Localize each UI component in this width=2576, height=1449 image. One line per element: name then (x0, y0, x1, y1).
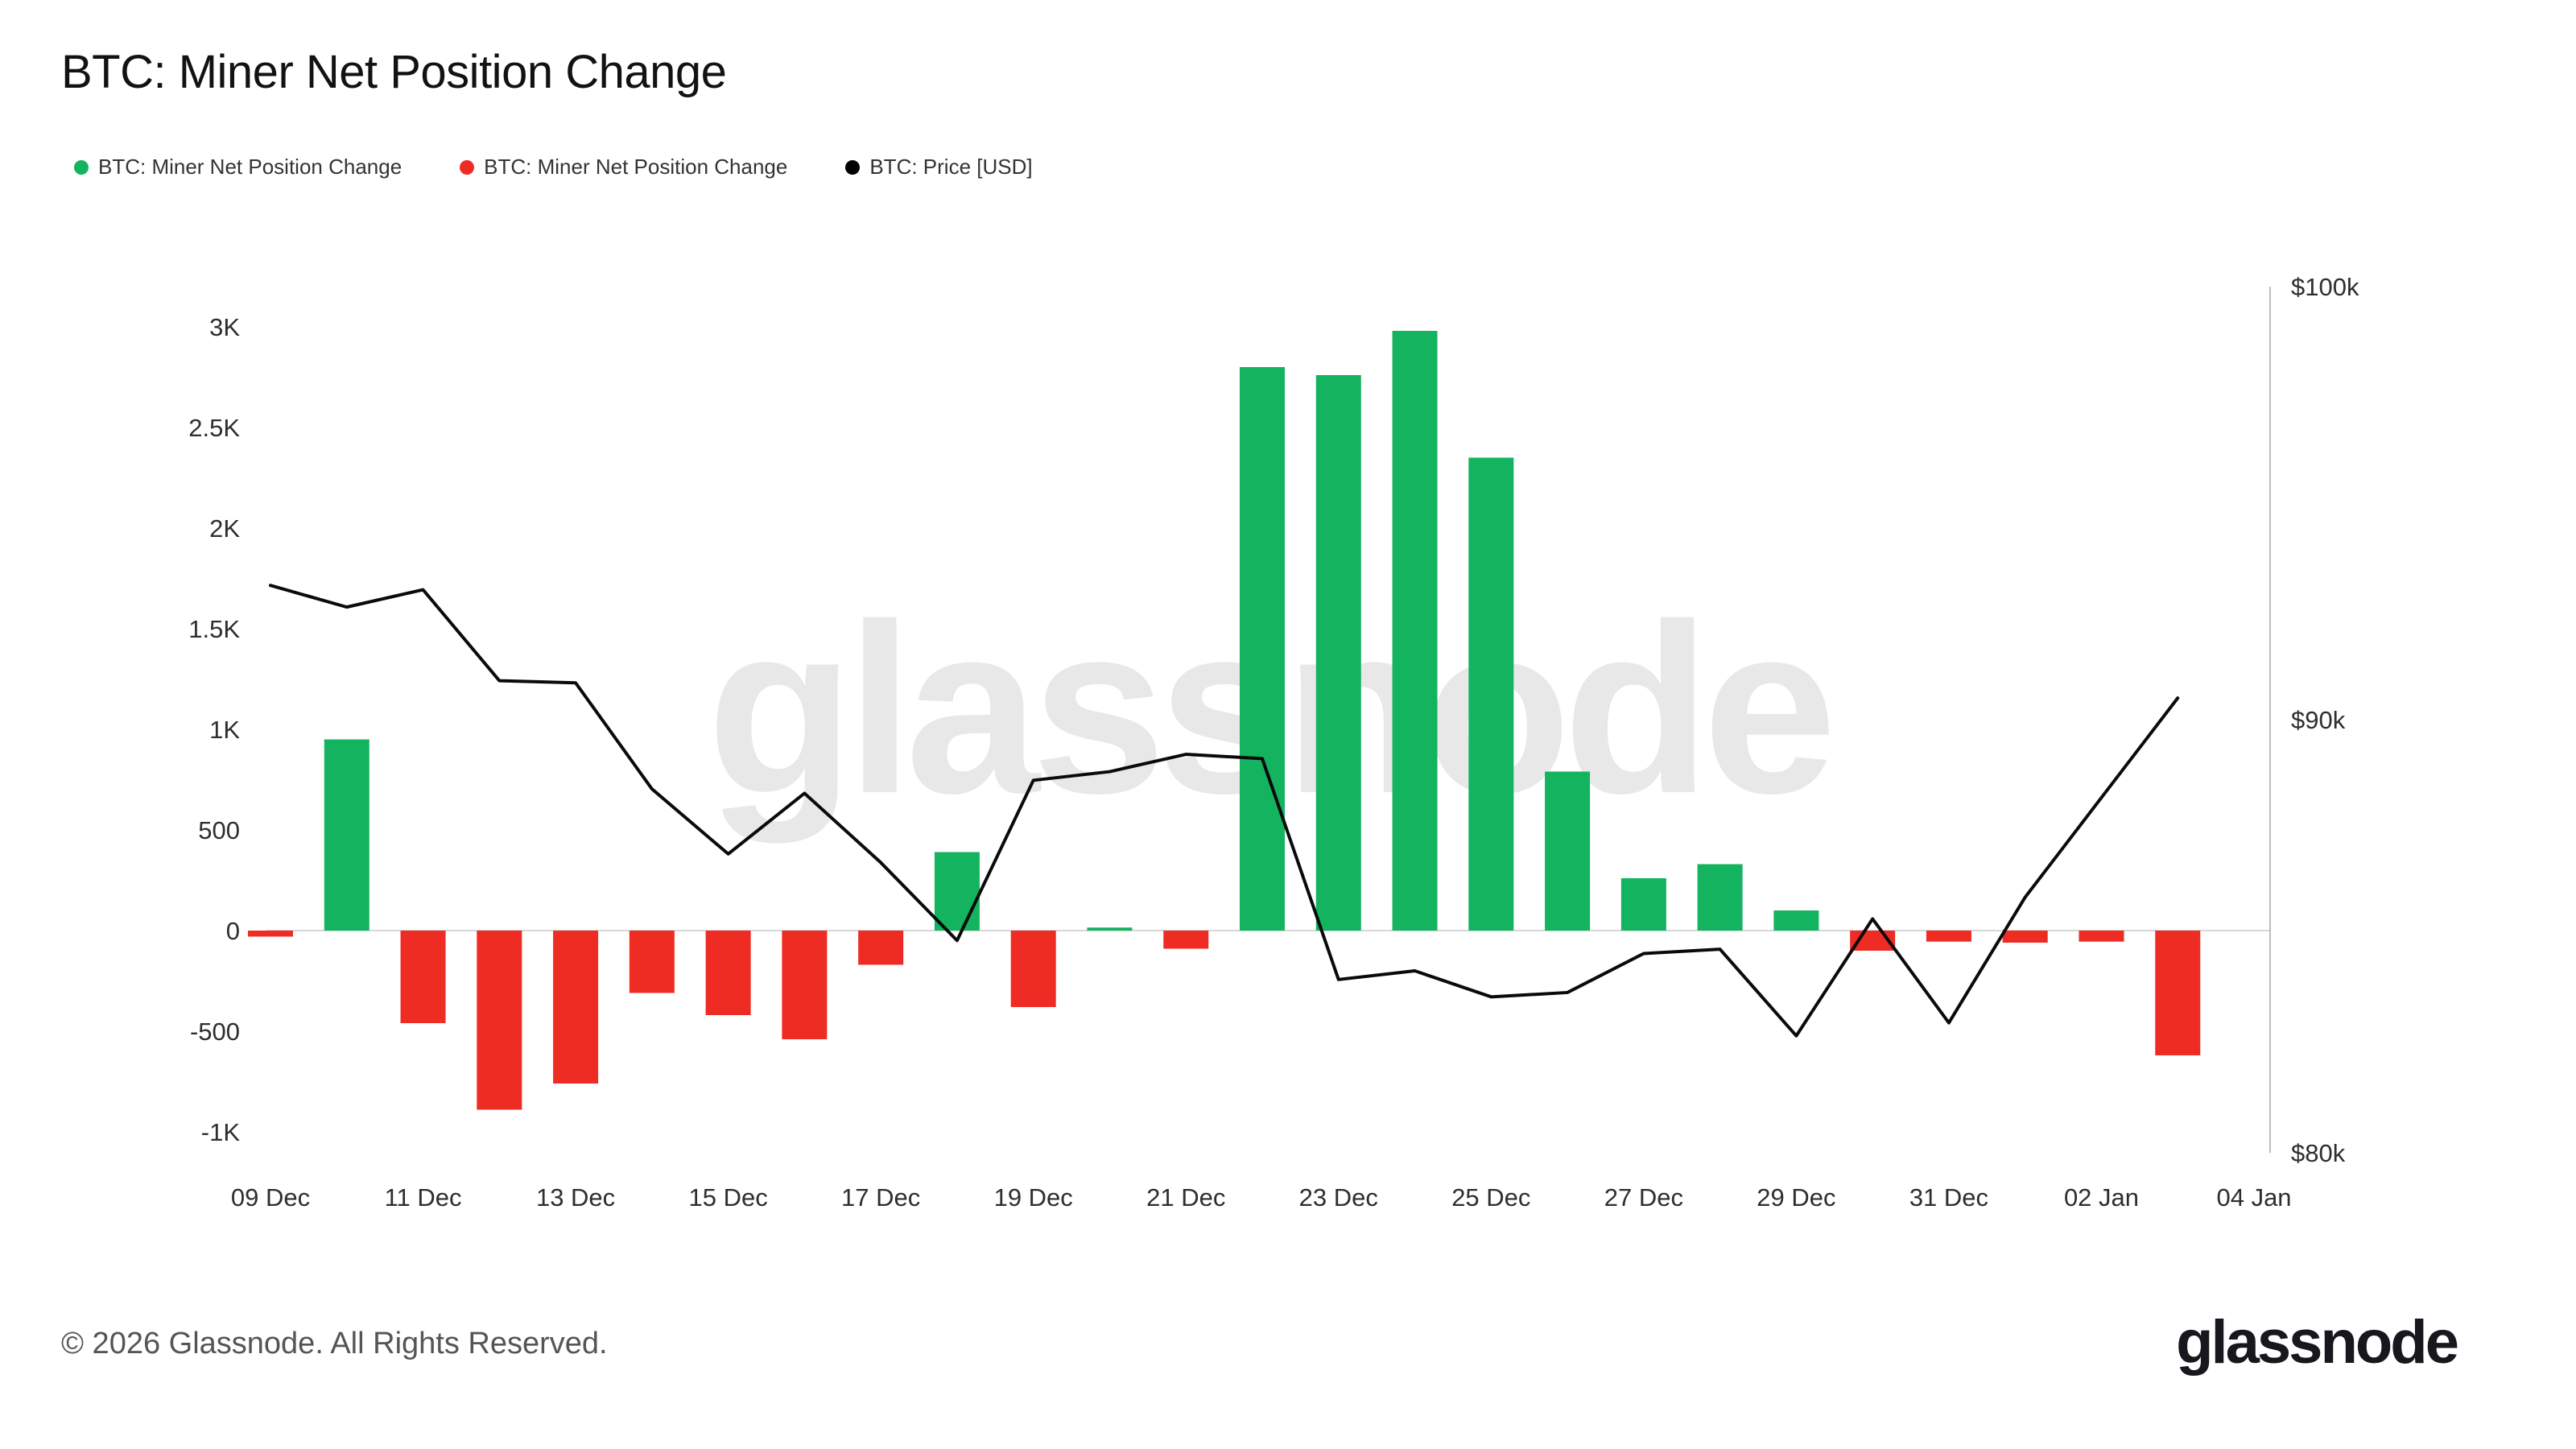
right-axis-tick-label: $90k (2291, 706, 2346, 734)
chart-area: glassnode 3K2.5K2K1.5K1K5000-500-1K$100k… (0, 0, 2576, 1256)
x-axis-tick-label: 27 Dec (1604, 1183, 1683, 1212)
miner-net-position-bar[interactable] (400, 931, 446, 1023)
left-axis-tick-label: 1.5K (188, 615, 240, 643)
miner-net-position-bar[interactable] (1926, 931, 1971, 942)
right-axis-tick-label: $80k (2291, 1139, 2346, 1167)
miner-net-position-bar[interactable] (1697, 864, 1743, 931)
miner-net-position-bar[interactable] (1163, 931, 1209, 949)
green-dot-icon (74, 159, 89, 175)
miner-net-position-bar[interactable] (705, 931, 751, 1015)
miner-net-position-bar[interactable] (1010, 931, 1056, 1007)
page-title: BTC: Miner Net Position Change (61, 46, 727, 98)
x-axis-tick-label: 23 Dec (1299, 1183, 1378, 1212)
miner-net-position-bar[interactable] (1240, 367, 1286, 931)
miner-net-position-bar[interactable] (1620, 878, 1666, 931)
x-axis-tick-label: 13 Dec (536, 1183, 615, 1212)
miner-net-position-bar[interactable] (2155, 931, 2201, 1055)
left-axis-tick-label: 1K (209, 716, 240, 744)
left-axis-tick-label: -1K (201, 1118, 241, 1146)
miner-net-position-bar[interactable] (1545, 771, 1591, 931)
black-dot-icon (845, 159, 861, 175)
copyright-text: © 2026 Glassnode. All Rights Reserved. (61, 1327, 608, 1360)
miner-net-position-bar[interactable] (934, 852, 980, 931)
chart-canvas[interactable]: 3K 2.5K 2K 1.5K 1K 500 0 -500 -1K $100k $90k $80k 09… (0, 0, 2576, 1256)
x-axis-tick-label: 11 Dec (385, 1183, 462, 1212)
miner-net-position-bar[interactable] (1087, 927, 1133, 931)
legend-item-miner-net-positive[interactable]: BTC: Miner Net Position Change (74, 155, 402, 180)
red-dot-icon (460, 159, 475, 175)
legend-item-btc-price[interactable]: BTC: Price [USD] (845, 155, 1033, 180)
left-axis-tick-label: 2K (209, 514, 240, 543)
x-axis-tick-label: 19 Dec (994, 1183, 1073, 1212)
legend-label: BTC: Miner Net Position Change (98, 155, 402, 179)
miner-net-position-bar[interactable] (1468, 457, 1514, 931)
miner-net-position-bar[interactable] (2079, 931, 2124, 942)
legend-label: BTC: Miner Net Position Change (484, 155, 788, 179)
right-axis-tick-label: $100k (2291, 273, 2359, 301)
glassnode-logo: glassnode (2176, 1308, 2459, 1377)
miner-net-position-bar[interactable] (629, 931, 675, 993)
miner-net-position-bar[interactable] (477, 931, 522, 1110)
x-axis-tick-label: 31 Dec (1909, 1183, 1988, 1212)
x-axis-tick-label: 29 Dec (1757, 1183, 1835, 1212)
miner-net-position-bar[interactable] (324, 739, 369, 931)
x-axis-tick-label: 04 Jan (2216, 1183, 2291, 1212)
x-axis-tick-label: 21 Dec (1146, 1183, 1225, 1212)
left-axis-tick-label: 3K (209, 313, 240, 341)
miner-net-position-bar[interactable] (1773, 910, 1819, 931)
miner-net-position-bar[interactable] (1315, 375, 1361, 931)
left-axis-tick-label: 0 (226, 917, 240, 945)
left-axis-tick-label: 2.5K (188, 414, 240, 442)
x-axis-tick-label: 09 Dec (231, 1183, 310, 1212)
legend-item-miner-net-negative[interactable]: BTC: Miner Net Position Change (460, 155, 787, 180)
miner-net-position-bar[interactable] (2002, 931, 2048, 943)
miner-net-position-bar[interactable] (248, 931, 293, 937)
x-axis-tick-label: 17 Dec (841, 1183, 920, 1212)
left-axis-tick-label: -500 (190, 1018, 240, 1046)
legend: BTC: Miner Net Position Change BTC: Mine… (74, 155, 1033, 180)
x-axis-tick-label: 02 Jan (2064, 1183, 2139, 1212)
miner-net-position-bar[interactable] (858, 931, 904, 965)
x-axis-tick-label: 15 Dec (689, 1183, 768, 1212)
x-axis-tick-label: 25 Dec (1451, 1183, 1530, 1212)
miner-net-position-bar[interactable] (782, 931, 828, 1039)
btc-price-line[interactable] (269, 584, 2180, 1038)
miner-net-position-bar[interactable] (553, 931, 599, 1084)
miner-net-position-bar[interactable] (1392, 331, 1438, 931)
left-axis-tick-label: 500 (198, 816, 240, 844)
legend-label: BTC: Price [USD] (869, 155, 1033, 179)
